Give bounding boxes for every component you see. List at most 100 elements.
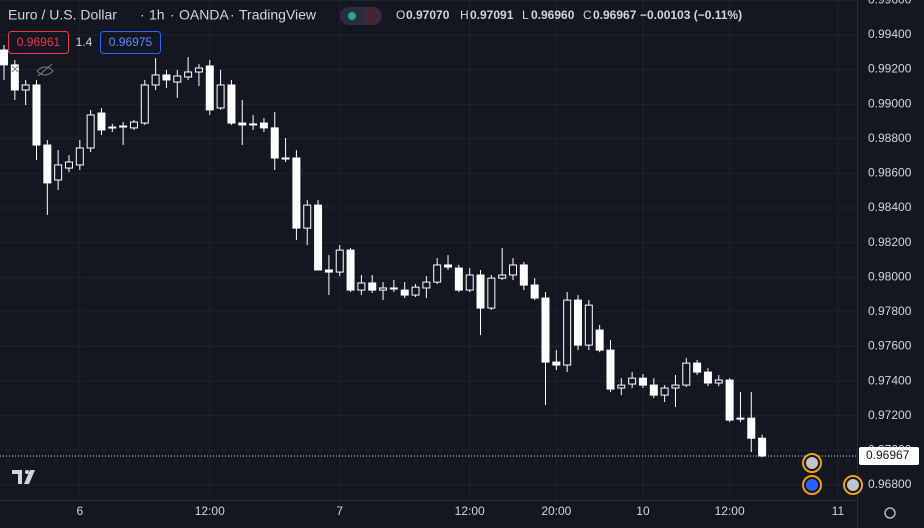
ohlc-low: 0.96960 (531, 8, 575, 22)
candle-body (43, 144, 52, 184)
candle-body (184, 71, 193, 78)
status-dot (348, 12, 356, 20)
candle-body (595, 329, 604, 351)
y-tick-label: 0.98400 (868, 200, 912, 214)
y-tick-label: 0.99400 (868, 27, 912, 41)
candle-body (433, 264, 442, 283)
eye-icon[interactable] (36, 63, 54, 77)
candle-body (249, 123, 258, 126)
candle-body (389, 287, 398, 290)
x-tick-label: 20:00 (541, 504, 571, 518)
sep: · (230, 7, 235, 23)
settings-icon[interactable] (884, 507, 896, 519)
x-tick-label: 11 (832, 504, 845, 518)
ohlc-close: 0.96967 (593, 8, 637, 22)
candle-body (454, 267, 463, 291)
candle-body (303, 204, 312, 229)
candle-body (758, 437, 767, 457)
candle-body (227, 84, 236, 124)
candle-body (64, 161, 73, 169)
candle-body (649, 384, 658, 396)
candle-body (660, 387, 669, 396)
x-tick-label: 12:00 (195, 504, 225, 518)
candle-body (682, 362, 691, 386)
sep: · (170, 7, 175, 23)
candle-body (194, 67, 203, 73)
candle-body (617, 384, 626, 389)
y-tick-label: 0.96800 (868, 477, 912, 491)
candle-body (238, 122, 247, 126)
candle-body (86, 114, 95, 149)
candle-body (573, 299, 582, 346)
candle-body (324, 269, 333, 273)
spread: 1.4 (76, 35, 93, 49)
candle-body (129, 121, 138, 129)
y-tick-label: 0.99200 (868, 62, 912, 76)
candle-body (54, 164, 63, 181)
y-tick-label: 0.98200 (868, 235, 912, 249)
candle-body (465, 274, 474, 291)
candle-body (97, 112, 106, 131)
candle-body (552, 361, 561, 366)
candle-body (292, 157, 301, 229)
status-icon (365, 9, 379, 23)
y-tick-label: 0.98600 (868, 166, 912, 180)
candle-body (541, 297, 550, 363)
last-price-label: 0.96967 (866, 448, 910, 462)
y-tick-label: 0.98000 (868, 269, 912, 283)
candle-body (10, 64, 19, 91)
ask: 0.96975 (109, 35, 153, 49)
event-flags[interactable] (802, 453, 863, 495)
sell-button[interactable] (8, 31, 69, 54)
candle-body (205, 65, 214, 111)
candle-body (400, 289, 409, 296)
x-tick-label: 6 (76, 504, 83, 518)
candle-body (444, 264, 453, 268)
x-tick-label: 12:00 (715, 504, 745, 518)
candle-body (216, 84, 225, 109)
tv-logo[interactable] (12, 470, 35, 484)
candle-body (281, 157, 290, 160)
legend-header: Euro / U.S. Dollar · 1h · OANDA · Tradin… (8, 7, 742, 77)
candle-body (519, 264, 528, 286)
candle-body (270, 127, 279, 159)
candle-body (714, 379, 723, 384)
candle-body (21, 84, 30, 91)
ohlc-key: C (583, 8, 592, 22)
candle-body (335, 249, 344, 273)
candle-body (725, 379, 734, 421)
candle-body (162, 74, 171, 81)
ohlc-key: L (522, 8, 529, 22)
x-tick-label: 12:00 (455, 504, 485, 518)
y-tick-label: 0.97400 (868, 373, 912, 387)
candle-body (703, 371, 712, 384)
ohlc-key: O (396, 8, 405, 22)
ohlc-key: H (460, 8, 469, 22)
candle-body (498, 274, 507, 279)
candle-body (487, 277, 496, 309)
candle-body (0, 49, 8, 66)
y-tick-label: 0.97200 (868, 408, 912, 422)
platform: TradingView (239, 7, 317, 23)
ohlc-change: −0.00103 (−0.11%) (640, 8, 742, 22)
candle-body (411, 286, 420, 296)
candle-body (108, 126, 117, 129)
buy-button[interactable] (100, 31, 161, 54)
candle-body (584, 304, 593, 346)
y-tick-label: 0.98800 (868, 131, 912, 145)
hide-icon[interactable] (11, 65, 19, 73)
candle-body (606, 349, 615, 390)
candle-body (314, 204, 323, 271)
candle-body (509, 264, 518, 276)
x-tick-label: 7 (336, 504, 343, 518)
y-tick-label: 0.97800 (868, 304, 912, 318)
y-tick-label: 0.97600 (868, 339, 912, 353)
candle-body (346, 249, 355, 291)
candle-body (693, 362, 702, 373)
candle-body (173, 75, 182, 83)
candle-body (422, 281, 431, 289)
candle-body (638, 377, 647, 386)
